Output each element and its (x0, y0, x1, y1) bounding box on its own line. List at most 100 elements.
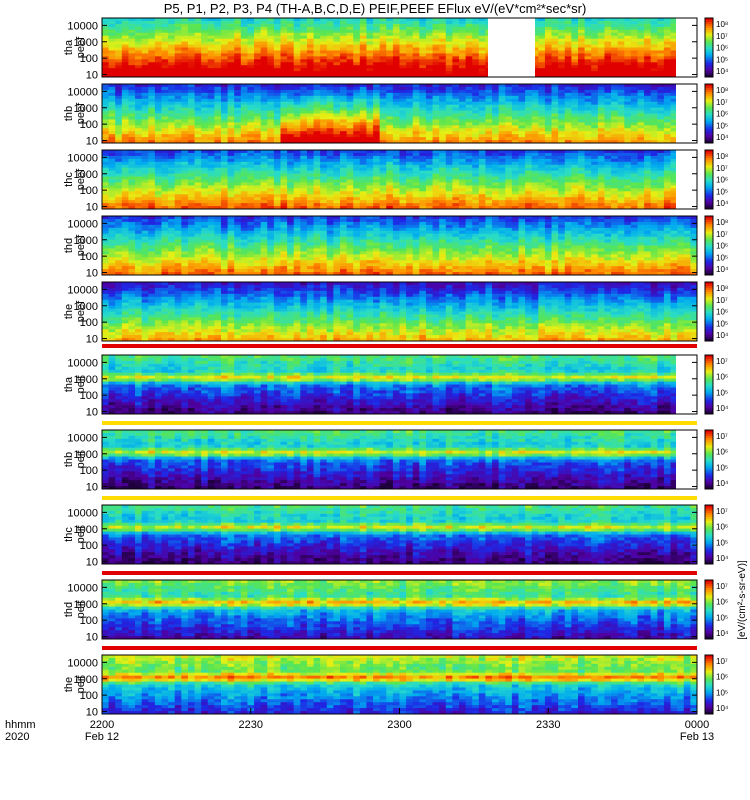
panel-label-product: peif (75, 450, 87, 469)
x-tick-label: 2330 (536, 719, 560, 731)
colorbar-tick-label: 10⁴ (716, 704, 729, 713)
colorbar-tick-label: 10⁵ (716, 253, 728, 262)
panel-label-product: peef (75, 36, 87, 58)
x-tick-date: Feb 13 (680, 731, 714, 743)
colorbar-tick-label: 10⁶ (716, 448, 728, 457)
colorbar-tick-label: 10⁷ (716, 32, 728, 41)
colorbar-tick-label: 10⁵ (716, 187, 728, 196)
panel-label-product: peef (75, 300, 87, 322)
quality-flag-bar (102, 344, 697, 348)
x-axis-label: hhmm (5, 719, 36, 731)
colorbar-tick-label: 10⁸ (716, 218, 728, 227)
panel-label-product: peif (75, 525, 87, 544)
y-tick-label: 10000 (67, 582, 98, 594)
colorbar-the-peef: 10⁴ 10⁵ 10⁶ 10⁷ 10⁸ (705, 282, 729, 342)
colorbar-tick-label: 10⁶ (716, 673, 728, 682)
colorbar-tick-label: 10⁴ (716, 133, 729, 142)
colorbar-tick-label: 10⁴ (716, 331, 729, 340)
x-tick-label: 2230 (239, 719, 263, 731)
y-tick-label: 10 (86, 407, 98, 419)
colorbar-tick-label: 10⁸ (716, 86, 728, 95)
colorbar-tick-label: 10⁴ (716, 199, 729, 208)
panel-label-probe: thd (63, 602, 75, 617)
quality-flag-bar (102, 349, 697, 353)
panel-label-product: peef (75, 102, 87, 124)
quality-flag-bar (102, 421, 697, 425)
colorbar-tick-label: 10⁶ (716, 308, 728, 317)
panel-label-probe: the (63, 677, 75, 692)
colorbar-tick-label: 10⁴ (716, 629, 729, 638)
y-tick-label: 10000 (67, 432, 98, 444)
y-tick-label: 10000 (67, 657, 98, 669)
panel-label-probe: thd (63, 238, 75, 253)
colorbar-axis-label: [eV/(cm²-s-sr-eV)] (737, 560, 748, 640)
colorbar-tick-label: 10⁶ (716, 110, 728, 119)
colorbar-tick-label: 10⁶ (716, 242, 728, 251)
y-tick-label: 10000 (67, 284, 98, 296)
colorbar-thd-peif: 10⁴ 10⁵ 10⁶ 10⁷ (705, 580, 729, 640)
colorbar-tick-label: 10⁴ (716, 265, 729, 274)
y-tick-label: 10 (86, 268, 98, 280)
colorbar-tick-label: 10⁴ (716, 554, 729, 563)
colorbar-tick-label: 10⁶ (716, 598, 728, 607)
colorbar-tick-label: 10⁵ (716, 319, 728, 328)
x-tick-label: 0000 (685, 719, 709, 731)
y-tick-label: 10 (86, 707, 98, 719)
quality-flag-bar (102, 571, 697, 575)
colorbar-thc-peef: 10⁴ 10⁵ 10⁶ 10⁷ 10⁸ (705, 150, 729, 210)
colorbar-tick-label: 10⁴ (716, 67, 729, 76)
y-tick-label: 10 (86, 334, 98, 346)
panel-label-probe: thc (63, 527, 75, 542)
colorbar-tick-label: 10⁷ (716, 432, 728, 441)
colorbar-tick-label: 10⁶ (716, 373, 728, 382)
quality-flag-bar (102, 496, 697, 500)
colorbar-tick-label: 10⁷ (716, 296, 728, 305)
y-tick-label: 10 (86, 202, 98, 214)
panel-label-probe: thb (63, 452, 75, 467)
panel-label-product: peif (75, 675, 87, 694)
colorbar-tick-label: 10⁷ (716, 230, 728, 239)
colorbar-tick-label: 10⁵ (716, 388, 728, 397)
y-tick-label: 10 (86, 70, 98, 82)
colorbar-tick-label: 10⁷ (716, 507, 728, 516)
colorbar-thd-peef: 10⁴ 10⁵ 10⁶ 10⁷ 10⁸ (705, 216, 729, 276)
colorbar-tick-label: 10⁸ (716, 152, 728, 161)
x-tick-label: 2200 (90, 719, 114, 731)
colorbar-tick-label: 10⁴ (716, 404, 729, 413)
panel-label-probe: the (63, 304, 75, 319)
y-tick-label: 10000 (67, 86, 98, 98)
x-tick-label: 2300 (387, 719, 411, 731)
panel-label-probe: thb (63, 106, 75, 121)
colorbar-tick-label: 10⁷ (716, 98, 728, 107)
colorbar-tick-label: 10⁸ (716, 284, 728, 293)
colorbar-tick-label: 10⁶ (716, 176, 728, 185)
colorbar-tick-label: 10⁵ (716, 55, 728, 64)
x-axis-year: 2020 (5, 731, 29, 743)
colorbar-tick-label: 10⁸ (716, 20, 728, 29)
y-tick-label: 10000 (67, 507, 98, 519)
colorbar-tick-label: 10⁷ (716, 582, 728, 591)
panel-label-product: peef (75, 168, 87, 190)
x-tick-date: Feb 12 (85, 731, 119, 743)
y-tick-label: 10 (86, 632, 98, 644)
colorbar-tick-label: 10⁷ (716, 164, 728, 173)
colorbar-tick-label: 10⁵ (716, 688, 728, 697)
colorbar-tick-label: 10⁴ (716, 479, 729, 488)
panel-label-probe: thc (63, 172, 75, 187)
y-tick-label: 10 (86, 557, 98, 569)
colorbar-tick-label: 10⁵ (716, 613, 728, 622)
panel-label-probe: tha (63, 376, 75, 392)
